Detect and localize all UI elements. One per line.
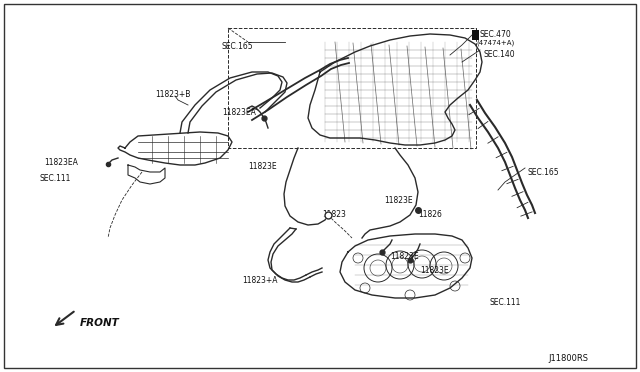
Text: 11823E: 11823E [248,162,276,171]
Text: FRONT: FRONT [80,318,120,328]
Text: 11823+A: 11823+A [242,276,278,285]
Text: (47474+A): (47474+A) [476,40,515,46]
Text: 11823E: 11823E [384,196,413,205]
Text: J11800RS: J11800RS [548,354,588,363]
Text: 11823: 11823 [322,210,346,219]
Text: SEC.111: SEC.111 [490,298,522,307]
Text: SEC.165: SEC.165 [528,168,559,177]
Text: 11823EA: 11823EA [44,158,78,167]
Text: 11823E: 11823E [390,252,419,261]
Text: 11823E: 11823E [420,266,449,275]
Bar [228,28,476,148]
Bar [472,30,479,40]
Text: SEC.111: SEC.111 [40,174,72,183]
Text: 11826: 11826 [418,210,442,219]
Text: 11823EA: 11823EA [222,108,256,117]
Text: 11823+B: 11823+B [155,90,190,99]
Text: SEC.165: SEC.165 [222,42,253,51]
Text: SEC.140: SEC.140 [483,50,515,59]
Text: SEC.470: SEC.470 [480,30,512,39]
